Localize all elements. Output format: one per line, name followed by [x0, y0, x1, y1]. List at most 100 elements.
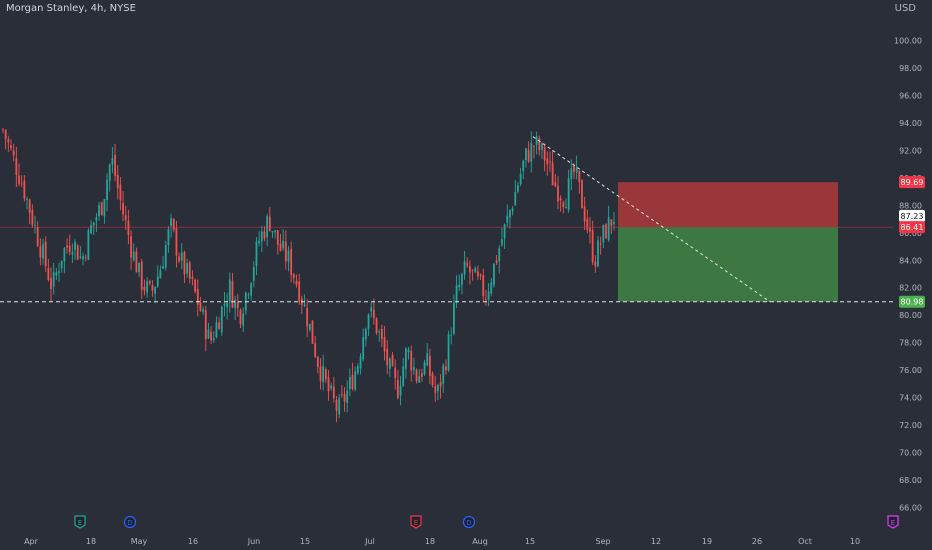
candle-body: [482, 275, 485, 297]
candle-body: [466, 262, 469, 266]
candle-body: [591, 229, 594, 263]
x-tick-label: Apr: [24, 537, 39, 546]
x-tick-label: 19: [702, 537, 712, 546]
candle-body: [31, 210, 34, 225]
candle-body: [50, 278, 52, 290]
candle-body: [210, 331, 213, 341]
candle-body: [402, 366, 405, 386]
candle-body: [196, 288, 199, 305]
candle-body: [364, 328, 367, 340]
candle-body: [362, 336, 365, 360]
candle-body: [154, 286, 156, 294]
candle-body: [570, 168, 573, 179]
candle-body: [95, 217, 98, 221]
candle-body: [399, 386, 402, 396]
candle-body: [4, 130, 7, 139]
candle-body: [322, 365, 325, 383]
candle-body: [28, 199, 31, 213]
candle-body: [565, 207, 567, 209]
candle-body: [437, 384, 439, 392]
candle-body: [2, 129, 4, 131]
candle-body: [252, 266, 255, 281]
candle-body: [87, 230, 90, 261]
candle-body: [52, 272, 55, 287]
candle-body: [509, 210, 511, 218]
candle-body: [180, 252, 183, 261]
y-tick-label: 86.00: [899, 229, 922, 238]
y-tick-label: 72.00: [899, 421, 922, 430]
candle-body: [469, 266, 471, 273]
candle-body: [71, 252, 74, 255]
candle-body: [279, 243, 282, 251]
candle-body: [15, 158, 18, 176]
candle-body: [477, 271, 479, 277]
candle-body: [501, 239, 503, 246]
candle-body: [386, 349, 389, 366]
candle-body: [343, 393, 346, 402]
candle-body: [103, 199, 106, 217]
candle-body: [228, 279, 231, 302]
candle-body: [487, 291, 490, 300]
candle-body: [543, 146, 546, 161]
candle-body: [335, 399, 338, 411]
event-letter: D: [127, 519, 132, 527]
candle-body: [239, 309, 242, 324]
candle-body: [493, 263, 495, 285]
candle-body: [498, 248, 501, 262]
candle-body: [199, 302, 202, 311]
candle-body: [148, 280, 151, 284]
candle-body: [445, 366, 447, 371]
candle-body: [391, 355, 394, 366]
candle-body: [575, 167, 578, 173]
candle-body: [474, 268, 477, 273]
event-marker-dividend: D: [462, 515, 476, 529]
candle-body: [47, 268, 50, 280]
candle-body: [287, 250, 290, 262]
candle-body: [340, 394, 343, 396]
candle-body: [290, 248, 293, 276]
candle-body: [506, 215, 509, 223]
candle-body: [298, 281, 301, 302]
event-letter: E: [891, 519, 895, 527]
candle-body: [202, 309, 205, 312]
candle-body: [367, 314, 370, 329]
candle-body: [354, 371, 357, 390]
candle-body: [10, 145, 12, 149]
candle-body: [375, 318, 378, 334]
candle-body: [332, 386, 335, 399]
candle-body: [92, 222, 95, 226]
candle-body: [479, 274, 482, 277]
candle-body: [530, 143, 533, 162]
candle-body: [79, 256, 82, 258]
candle-body: [76, 245, 79, 260]
candle-body: [327, 377, 330, 392]
candle-body: [597, 240, 599, 267]
candle-body: [485, 299, 487, 301]
candle-body: [108, 164, 111, 181]
candle-body: [359, 356, 362, 369]
candle-body: [420, 373, 423, 377]
candle-body: [613, 221, 615, 224]
candle-body: [461, 273, 463, 285]
candle-body: [554, 182, 557, 187]
candle-body: [26, 198, 28, 200]
candle-body: [428, 355, 431, 377]
y-tick-label: 78.00: [899, 339, 922, 348]
candle-body: [434, 385, 437, 393]
candle-body: [159, 270, 162, 279]
event-marker-earnings: E: [74, 515, 86, 529]
candle-body: [610, 219, 613, 226]
candle-body: [412, 367, 415, 371]
candle-body: [316, 356, 319, 368]
y-tick-label: 82.00: [899, 284, 922, 293]
candle-body: [605, 224, 607, 239]
candle-body: [114, 154, 116, 177]
candle-body: [586, 218, 589, 230]
price-badge-label-target: 80.98: [901, 298, 924, 307]
x-tick-label: 26: [752, 537, 762, 546]
price-badge-label-current: 87.23: [901, 212, 924, 221]
take-profit-zone: [618, 227, 838, 302]
price-badge-target: [899, 295, 925, 308]
